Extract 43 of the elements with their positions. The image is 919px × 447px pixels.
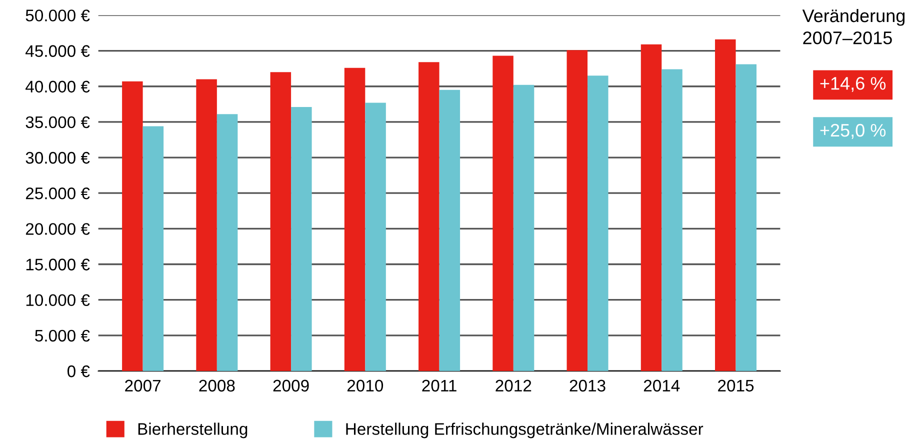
bar — [216, 114, 238, 372]
bar — [513, 84, 534, 372]
text: +14,6 % — [820, 76, 886, 92]
y-tick-label: 5.000 € — [35, 330, 90, 342]
bar — [640, 44, 662, 372]
x-tick-label: 2007 — [125, 380, 161, 392]
y-tick-label: 35.000 € — [26, 116, 90, 128]
x-tick-label: 2010 — [347, 380, 384, 392]
legend-label: Herstellung Erfrischungsgetränke/Mineralwässer — [346, 422, 704, 438]
x-tick-label: 2008 — [199, 380, 235, 392]
bar — [365, 102, 386, 372]
bar — [492, 56, 514, 372]
y-tick-label: 25.000 € — [26, 188, 90, 200]
text: Veränderung 2007–2015 — [802, 8, 905, 44]
y-tick-label: 45.000 € — [26, 45, 90, 57]
bar — [418, 62, 440, 372]
x-tick-label: 2009 — [273, 380, 309, 392]
y-tick-label: 40.000 € — [26, 80, 90, 93]
y-tick-label: 15.000 € — [26, 258, 90, 270]
x-tick-label: 2013 — [570, 380, 606, 392]
y-tick-label: 0 € — [67, 365, 90, 378]
bar — [122, 81, 143, 372]
y-tick-label: 10.000 € — [26, 294, 90, 306]
x-tick-label: 2015 — [718, 380, 754, 392]
legend-label: Bierherstellung — [138, 422, 248, 438]
y-tick-label: 30.000 € — [26, 152, 90, 164]
x-tick-label: 2014 — [644, 380, 680, 392]
y-tick-label: 20.000 € — [26, 223, 90, 235]
bar — [566, 50, 588, 372]
bar — [588, 76, 608, 372]
bar — [270, 72, 292, 372]
bar — [736, 64, 757, 372]
bar — [142, 126, 164, 372]
bar — [715, 39, 736, 372]
bar — [196, 79, 217, 372]
bar — [344, 68, 366, 372]
bar — [439, 90, 460, 372]
x-tick-label: 2012 — [496, 380, 532, 392]
bar — [662, 69, 682, 372]
text: +25,0 % — [820, 124, 886, 139]
x-tick-label: 2011 — [422, 380, 456, 392]
y-tick-label: 50.000 € — [26, 10, 90, 22]
bar — [291, 106, 312, 372]
